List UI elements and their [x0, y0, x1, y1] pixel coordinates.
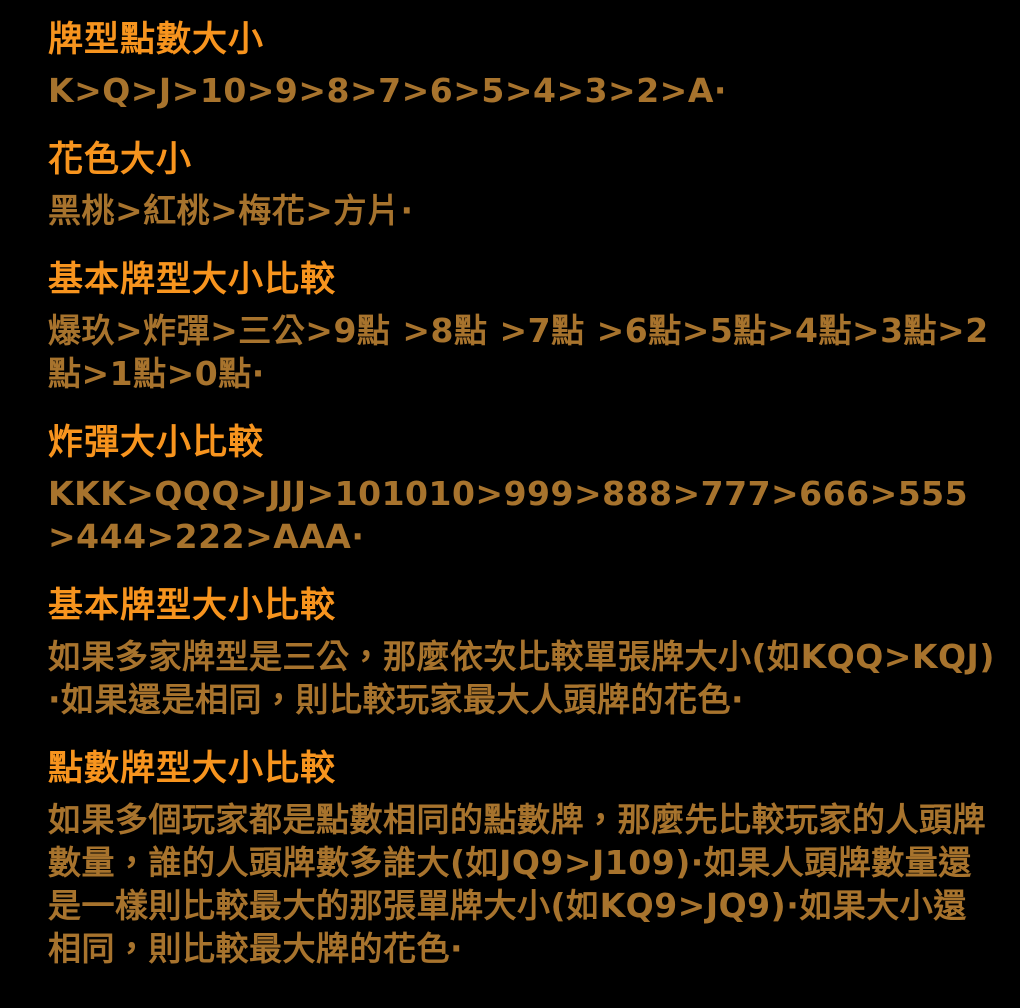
section-basic-hand-tiebreak: 基本牌型大小比較 如果多家牌型是三公，那麼依次比較單張牌大小(如KQQ>KQJ)…	[48, 586, 996, 721]
section-body: 黑桃>紅桃>梅花>方片·	[48, 191, 414, 230]
section-heading: 基本牌型大小比較	[48, 586, 337, 626]
section-card-point-ranking: 牌型點數大小 K>Q>J>10>9>8>7>6>5>4>3>2>A·	[48, 20, 996, 112]
section-heading: 牌型點數大小	[48, 20, 265, 60]
section-body: 如果多家牌型是三公，那麼依次比較單張牌大小(如KQQ>KQJ)·如果還是相同，則…	[48, 637, 995, 719]
section-body: K>Q>J>10>9>8>7>6>5>4>3>2>A·	[48, 71, 727, 110]
section-bomb-ranking: 炸彈大小比較 KKK>QQQ>JJJ>101010>999>888>777>66…	[48, 423, 996, 558]
section-basic-hand-ranking: 基本牌型大小比較 爆玖>炸彈>三公>9點 >8點 >7點 >6點>5點>4點>3…	[48, 260, 996, 395]
section-point-hand-tiebreak: 點數牌型大小比較 如果多個玩家都是點數相同的點數牌，那麼先比較玩家的人頭牌數量，…	[48, 749, 996, 970]
section-body: 爆玖>炸彈>三公>9點 >8點 >7點 >6點>5點>4點>3點>2點>1點>0…	[48, 311, 989, 393]
section-body: KKK>QQQ>JJJ>101010>999>888>777>666>555>4…	[48, 474, 969, 556]
section-suit-ranking: 花色大小 黑桃>紅桃>梅花>方片·	[48, 140, 996, 232]
section-heading: 花色大小	[48, 140, 193, 180]
section-heading: 炸彈大小比較	[48, 423, 265, 463]
section-body: 如果多個玩家都是點數相同的點數牌，那麼先比較玩家的人頭牌數量，誰的人頭牌數多誰大…	[48, 800, 986, 968]
section-heading: 基本牌型大小比較	[48, 260, 337, 300]
section-heading: 點數牌型大小比較	[48, 749, 337, 789]
